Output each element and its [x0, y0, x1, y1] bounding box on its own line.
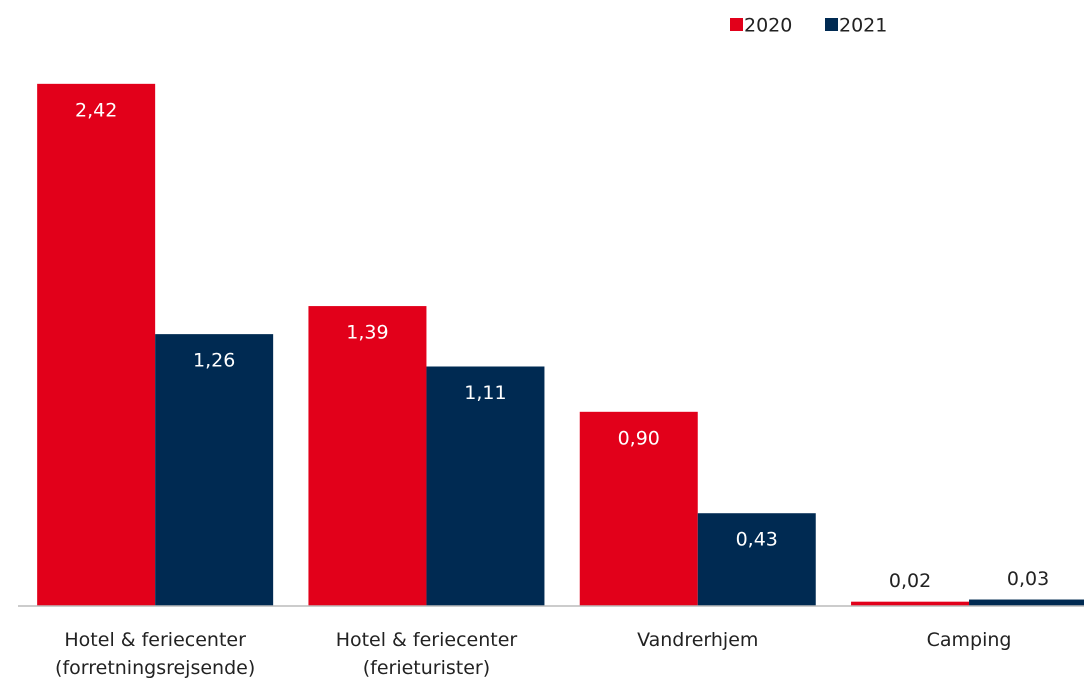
value-label: 0,90 [618, 427, 660, 449]
x-tick-label-line: Hotel & feriecenter [336, 629, 518, 651]
x-tick-label: Hotel & feriecenter (ferieturister) [336, 629, 518, 679]
legend-swatch [730, 18, 743, 31]
x-tick-label-line: (ferieturister) [363, 657, 490, 679]
bar [697, 513, 816, 606]
value-label: 1,11 [464, 382, 506, 404]
bar [426, 366, 545, 606]
bar [579, 411, 698, 606]
x-tick-label-line: Vandrerhjem [637, 629, 758, 651]
bar [308, 306, 427, 606]
x-tick-label-line: Hotel & feriecenter [64, 629, 246, 651]
x-tick-label-line: Camping [927, 629, 1012, 651]
legend-label: 2020 [744, 15, 792, 37]
legend-swatch [825, 18, 838, 31]
bar [155, 334, 274, 606]
x-tick-label-line: (forretningsrejsende) [55, 657, 255, 679]
x-tick-label: Hotel & feriecenter (forretningsrejsende) [55, 629, 255, 679]
bar [969, 599, 1084, 606]
x-tick-label: Vandrerhjem [637, 629, 758, 651]
value-label: 0,02 [889, 570, 931, 592]
bar [851, 601, 970, 606]
value-label: 1,26 [193, 350, 235, 372]
x-tick-label: Camping [927, 629, 1012, 651]
legend-label: 2021 [839, 15, 887, 37]
value-label: 0,43 [736, 529, 778, 551]
value-label: 2,42 [75, 99, 117, 121]
value-label: 1,39 [346, 322, 388, 344]
bar [37, 83, 156, 607]
value-label: 0,03 [1007, 568, 1049, 590]
